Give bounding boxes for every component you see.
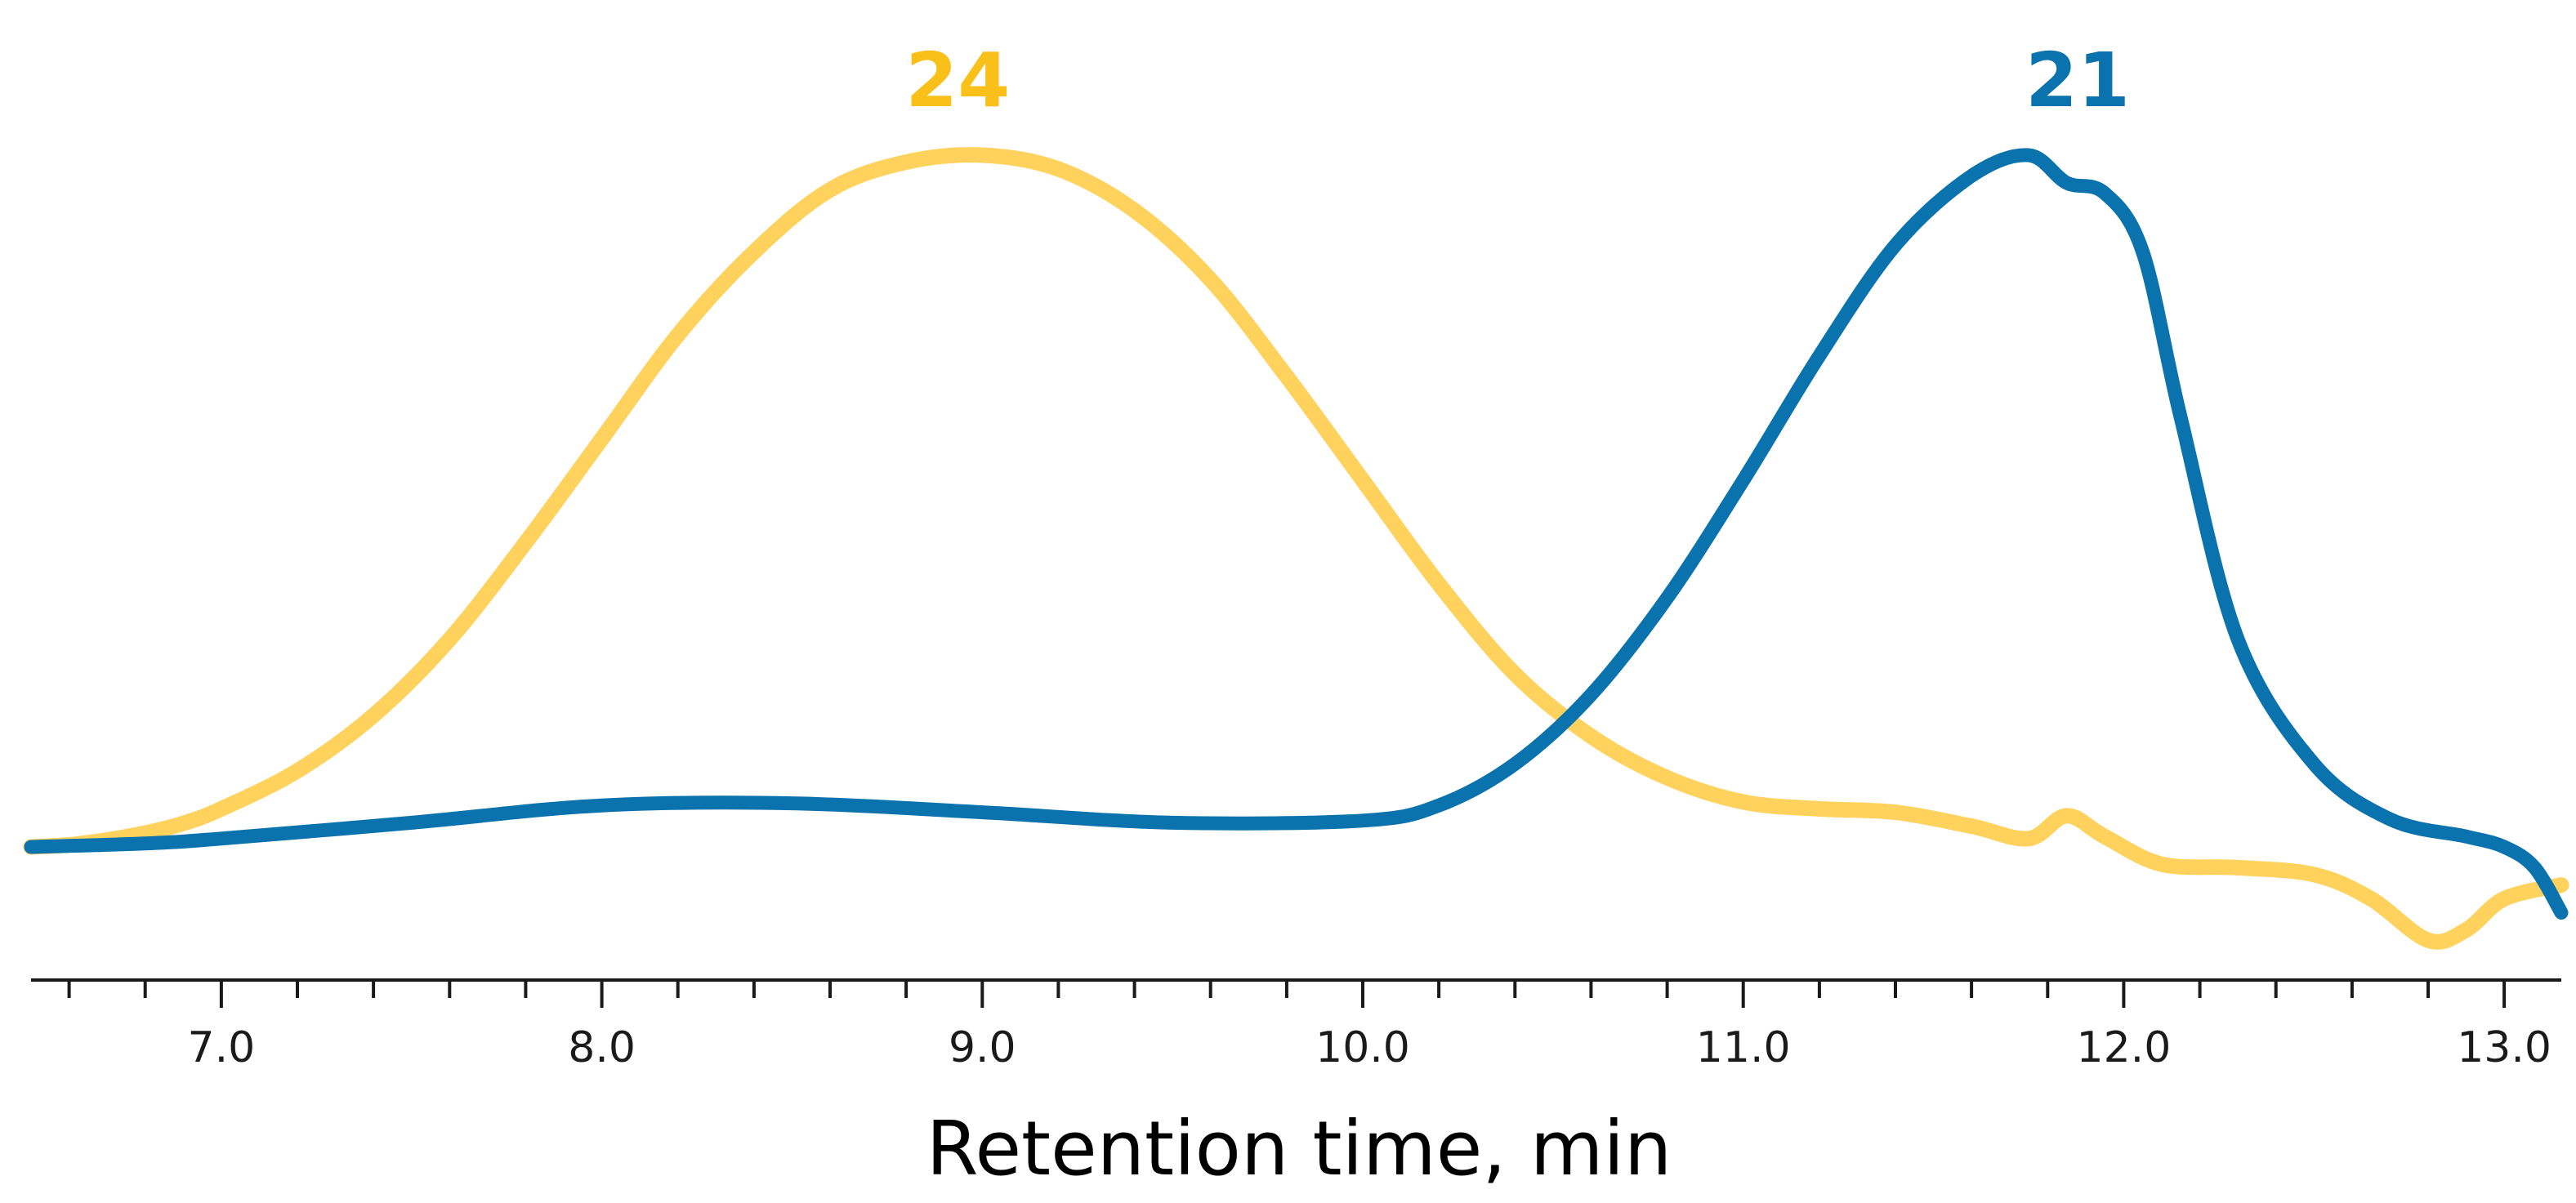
x-tick-label: 8.0 bbox=[568, 1023, 636, 1072]
x-tick-label: 12.0 bbox=[2077, 1023, 2172, 1072]
x-tick-label: 7.0 bbox=[188, 1023, 256, 1072]
x-tick-label: 11.0 bbox=[1696, 1023, 1791, 1072]
series-label-24: 24 bbox=[905, 37, 1010, 124]
series-label-21: 21 bbox=[2025, 37, 2130, 124]
series-label-layer: 24 21 bbox=[905, 37, 2130, 124]
x-axis-title: Retention time, min bbox=[926, 1105, 1672, 1192]
x-tick-label: 9.0 bbox=[949, 1023, 1016, 1072]
series-layer bbox=[23, 147, 2569, 950]
x-tick-label: 10.0 bbox=[1315, 1023, 1410, 1072]
series-line-24 bbox=[23, 147, 2569, 950]
x-axis-ticks: 7.0 8.0 9.0 10.0 11.0 12.0 13.0 bbox=[67, 980, 2551, 1072]
series-line-21 bbox=[24, 148, 2569, 920]
x-tick-label: 13.0 bbox=[2457, 1023, 2551, 1072]
